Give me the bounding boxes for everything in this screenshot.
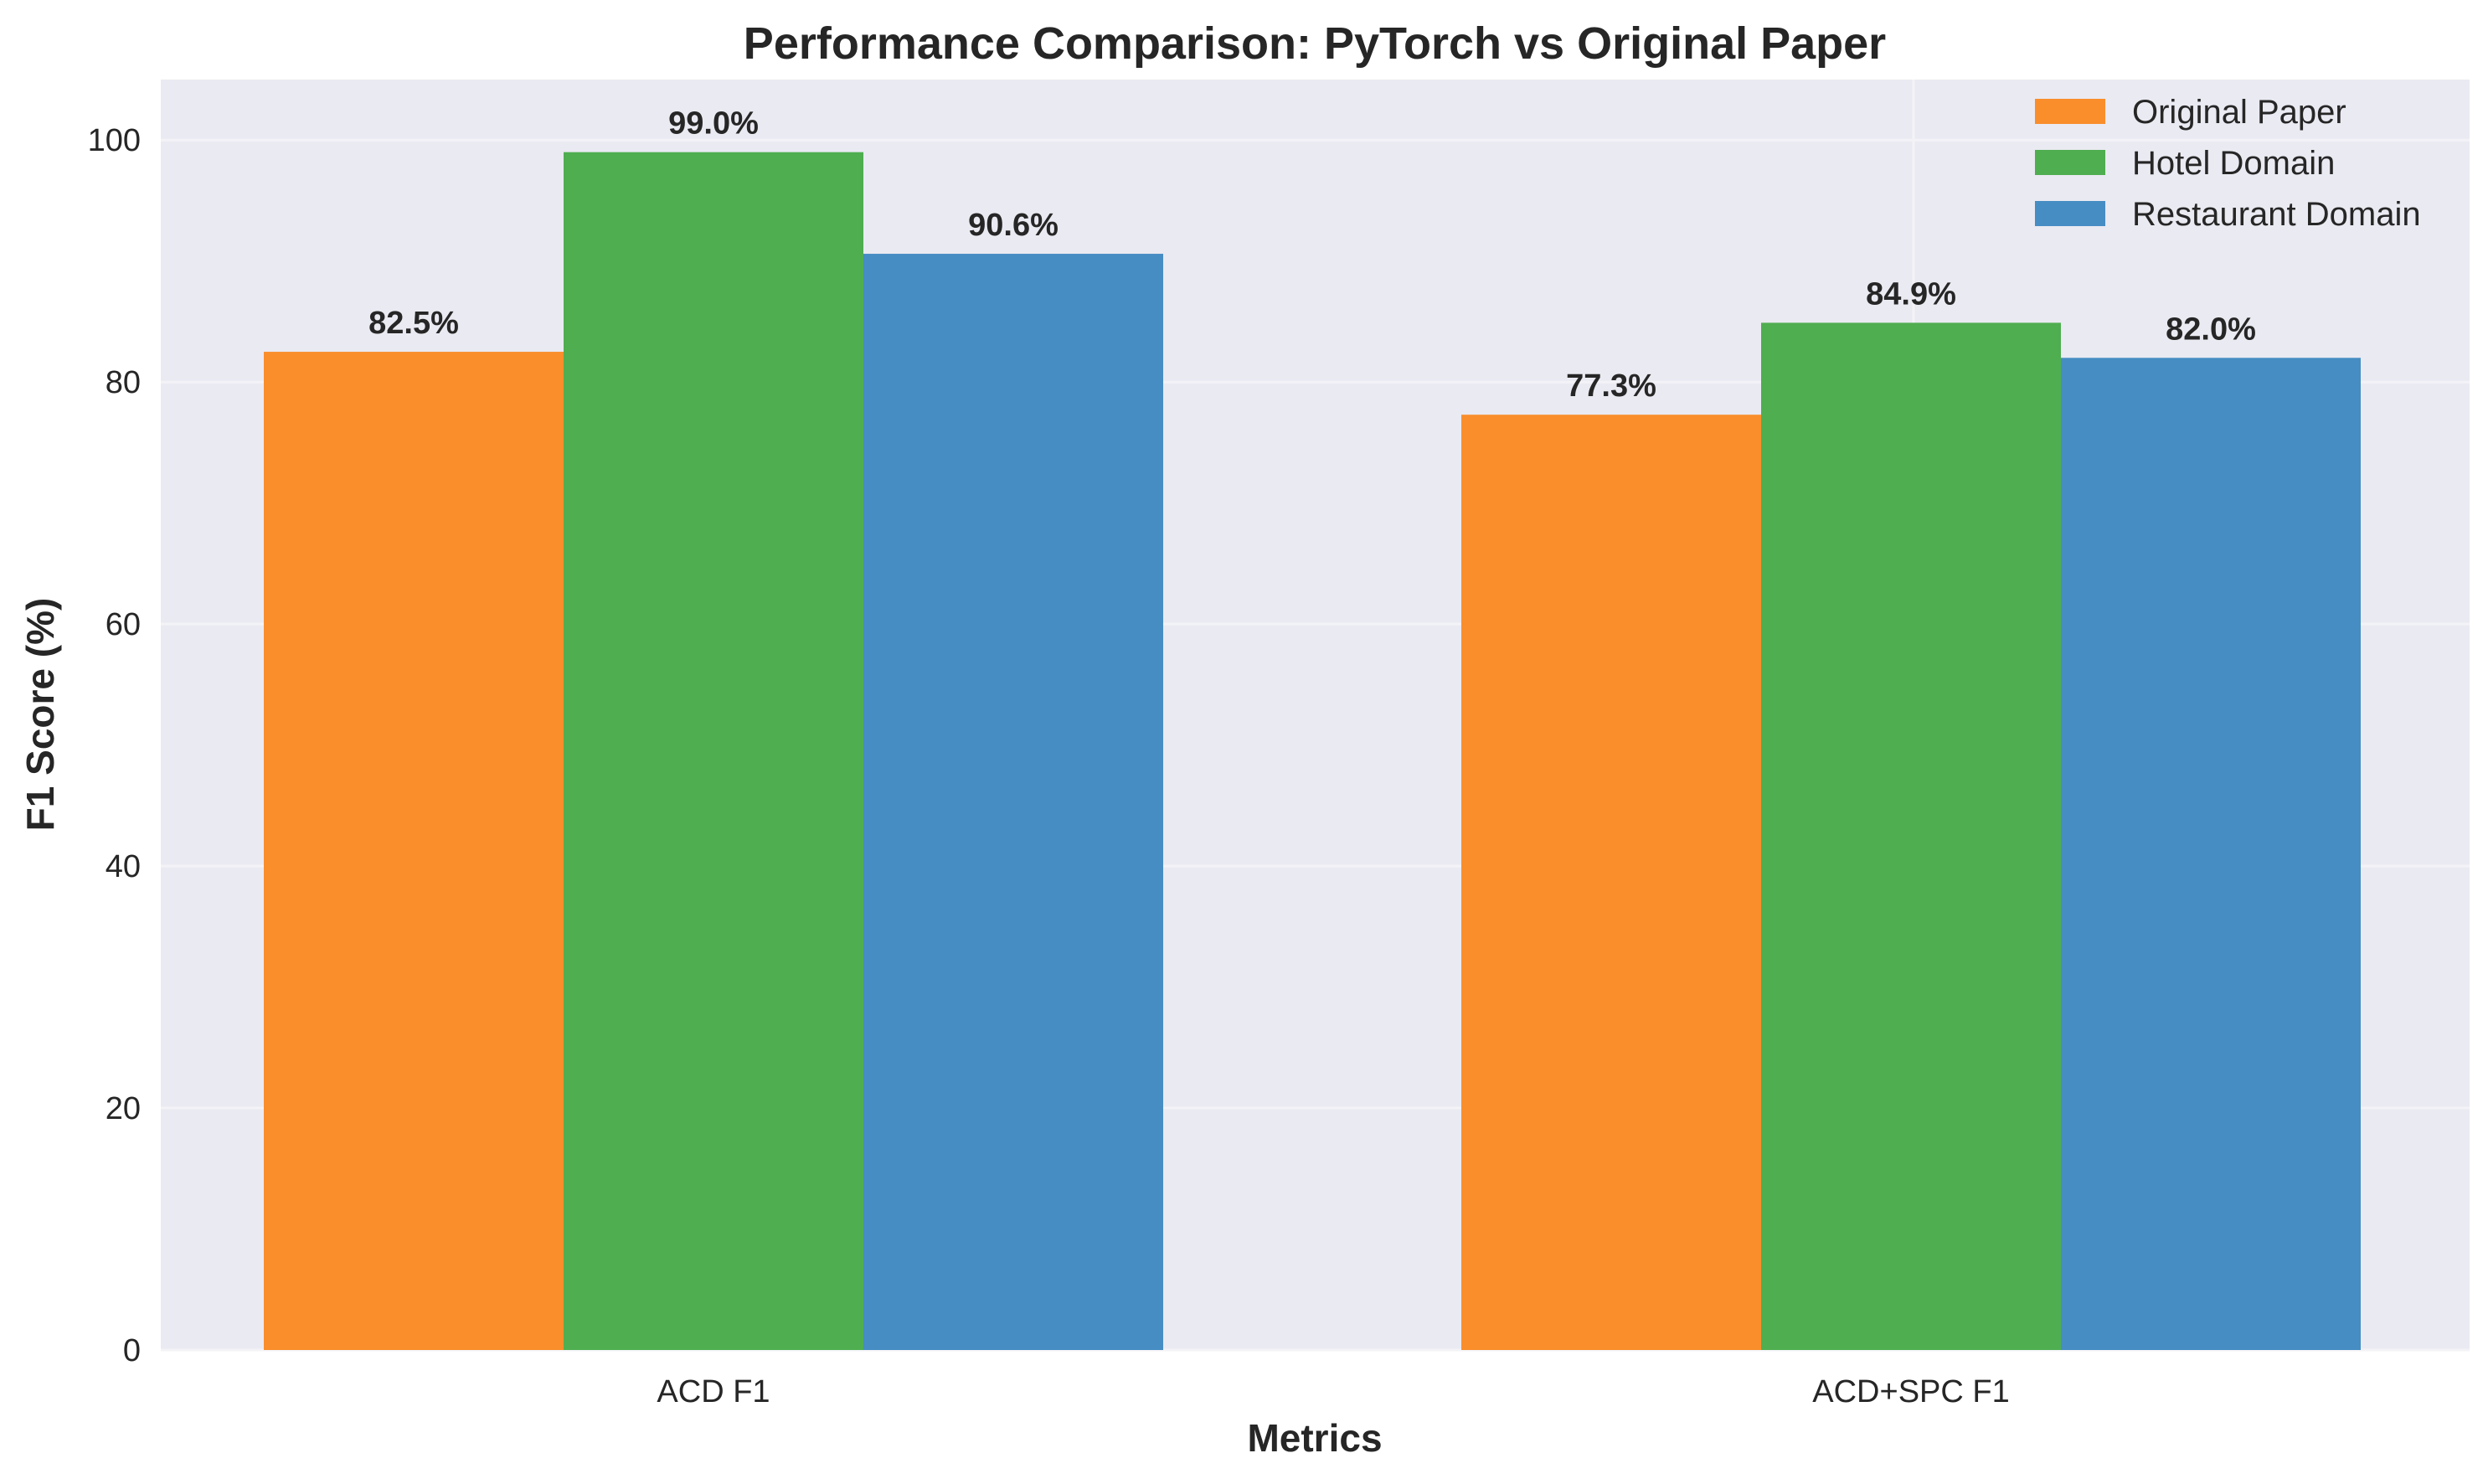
bar-value-label: 82.0% [2166,312,2256,347]
y-axis-ticks: 0 20 40 60 80 100 [88,123,141,1368]
x-axis-label: Metrics [1247,1416,1382,1460]
bar-value-label: 90.6% [968,208,1059,243]
chart-title: Performance Comparison: PyTorch vs Origi… [744,18,1886,69]
legend-swatch [2035,99,2105,124]
legend-label: Hotel Domain [2132,145,2335,182]
bar-value-label: 77.3% [1566,368,1656,404]
bar [1761,322,2061,1350]
x-tick-label: ACD F1 [657,1374,770,1409]
legend-label: Restaurant Domain [2132,196,2421,233]
bar [564,152,863,1351]
bars [264,152,2361,1351]
bar-value-label: 84.9% [1866,276,1956,312]
bar-value-label: 82.5% [368,306,459,341]
y-tick-label: 20 [106,1091,141,1126]
value-labels: 82.5% 99.0% 90.6% 77.3% 84.9% 82.0% [368,106,2256,404]
y-tick-label: 40 [106,849,141,884]
legend-swatch [2035,201,2105,226]
bar [2061,358,2361,1351]
y-tick-label: 100 [88,123,141,158]
x-tick-label: ACD+SPC F1 [1812,1374,2009,1409]
legend-swatch [2035,150,2105,175]
bar [863,254,1163,1351]
x-axis-ticks: ACD F1 ACD+SPC F1 [657,1374,2009,1409]
y-tick-label: 60 [106,607,141,642]
legend-label: Original Paper [2132,94,2346,131]
y-tick-label: 0 [123,1333,141,1368]
y-axis-label: F1 Score (%) [18,598,62,832]
bar [1461,415,1761,1351]
legend: Original Paper Hotel Domain Restaurant Dom… [2035,94,2421,233]
bar [264,352,564,1351]
y-tick-label: 80 [106,365,141,400]
bar-value-label: 99.0% [668,106,759,142]
